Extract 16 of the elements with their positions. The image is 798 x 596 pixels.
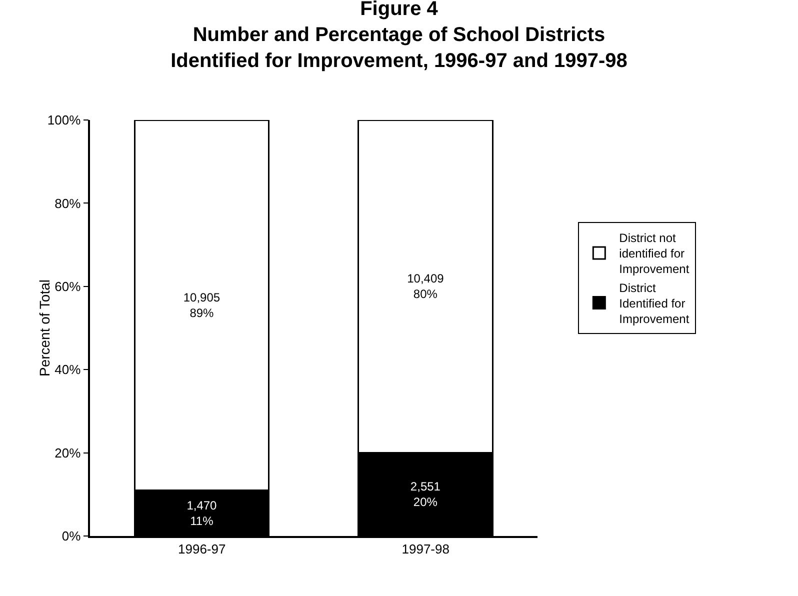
y-tick-label: 60% xyxy=(54,278,82,294)
x-tick-label: 1997-98 xyxy=(402,541,450,556)
chart-title: Figure 4 Number and Percentage of School Districts Identified for Improvement, 1996-97 and 1997-98 xyxy=(170,0,628,72)
legend-label: District not identified for Improvement xyxy=(619,231,690,276)
y-tick-label: 0% xyxy=(62,528,82,544)
data-label: 10,905 89% xyxy=(183,290,220,320)
legend-label: District Identified for Improvement xyxy=(619,280,690,326)
data-label: 10,409 80% xyxy=(407,272,444,302)
y-tick-label: 40% xyxy=(54,362,82,378)
x-tick-label: 1996-97 xyxy=(178,541,226,556)
y-tick-label: 100% xyxy=(47,112,82,128)
y-tick-label: 20% xyxy=(54,445,82,460)
y-tick-label: 80% xyxy=(54,196,82,211)
data-label: 2,551 20% xyxy=(410,480,441,510)
y-axis-title: Percent of Total xyxy=(36,279,53,377)
data-label: 1,470 11% xyxy=(186,498,218,528)
